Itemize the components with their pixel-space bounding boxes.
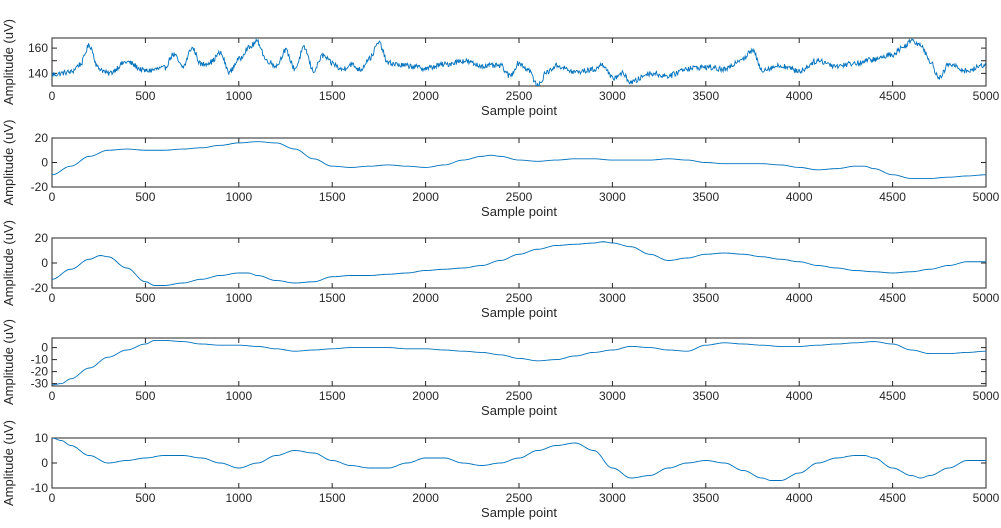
- axes-box: [51, 237, 987, 289]
- y-tick-label: 20: [35, 231, 49, 245]
- x-tick-label: 4000: [786, 491, 813, 505]
- x-tick-label: 5000: [973, 389, 1000, 403]
- x-tick-label: 3500: [692, 89, 719, 103]
- x-tick-label: 2500: [506, 89, 533, 103]
- x-tick-label: 0: [49, 389, 56, 403]
- y-axis-label: Amplitude (uV): [1, 420, 16, 506]
- x-tick-label: 1000: [225, 190, 252, 204]
- x-tick-label: 4500: [879, 291, 906, 305]
- y-axis-label: Amplitude (uV): [1, 19, 16, 105]
- x-tick-label: 1500: [319, 190, 346, 204]
- y-tick-label: 20: [35, 131, 49, 145]
- x-tick-label: 500: [135, 89, 155, 103]
- x-tick-label: 4500: [879, 491, 906, 505]
- axes-box: [51, 437, 987, 489]
- x-tick-label: 2000: [412, 291, 439, 305]
- x-tick-label: 4500: [879, 190, 906, 204]
- series-line: [52, 38, 986, 86]
- x-tick-label: 0: [49, 190, 56, 204]
- x-axis-label: Sample point: [481, 505, 557, 520]
- x-tick-label: 500: [135, 491, 155, 505]
- x-tick-label: 0: [49, 491, 56, 505]
- series-line: [52, 141, 986, 179]
- x-tick-label: 3000: [599, 89, 626, 103]
- x-tick-label: 2500: [506, 190, 533, 204]
- x-tick-label: 5000: [973, 291, 1000, 305]
- x-axis-label: Sample point: [481, 403, 557, 418]
- x-tick-label: 4000: [786, 89, 813, 103]
- axes-box: [51, 337, 987, 387]
- axes-box: [51, 37, 987, 87]
- x-axis-label: Sample point: [481, 103, 557, 118]
- x-tick-label: 500: [135, 190, 155, 204]
- x-tick-label: 2500: [506, 491, 533, 505]
- x-tick-label: 0: [49, 89, 56, 103]
- x-tick-label: 1500: [319, 491, 346, 505]
- x-tick-label: 2000: [412, 89, 439, 103]
- subplot-1: 0 500 1000 1500 2000 2500 3000 3500 4000 4500 5000…: [1, 19, 1000, 118]
- x-tick-label: 2500: [506, 389, 533, 403]
- x-tick-label: 4500: [879, 89, 906, 103]
- y-tick-label: 0: [41, 456, 48, 470]
- x-tick-label: 1000: [225, 291, 252, 305]
- x-tick-label: 4500: [879, 389, 906, 403]
- y-axis-label: Amplitude (uV): [1, 220, 16, 306]
- subplot-5: 0 500 1000 1500 2000 2500 3000 3500 4000 4500 5000…: [1, 420, 1000, 520]
- x-tick-label: 5000: [973, 89, 1000, 103]
- x-tick-label: 500: [135, 389, 155, 403]
- y-tick-label: 140: [28, 66, 48, 80]
- x-tick-label: 2000: [412, 491, 439, 505]
- subplot-2: 0 500 1000 1500 2000 2500 3000 3500 4000 4500 5000…: [1, 120, 1000, 219]
- x-tick-label: 1500: [319, 389, 346, 403]
- x-axis-label: Sample point: [481, 305, 557, 320]
- y-tick-label: -10: [31, 353, 49, 367]
- y-tick-label: -30: [31, 377, 49, 391]
- y-tick-label: 10: [35, 431, 49, 445]
- y-tick-label: 160: [28, 41, 48, 55]
- series-line: [52, 241, 986, 286]
- x-axis-label: Sample point: [481, 204, 557, 219]
- x-tick-label: 1000: [225, 89, 252, 103]
- x-tick-label: 1500: [319, 291, 346, 305]
- y-tick-label: 0: [41, 341, 48, 355]
- axes-box: [51, 137, 987, 188]
- x-tick-label: 5000: [973, 491, 1000, 505]
- x-tick-label: 1000: [225, 491, 252, 505]
- x-tick-label: 3500: [692, 190, 719, 204]
- x-tick-label: 3000: [599, 291, 626, 305]
- x-tick-label: 2000: [412, 389, 439, 403]
- x-tick-label: 3500: [692, 491, 719, 505]
- x-tick-label: 5000: [973, 190, 1000, 204]
- y-tick-label: 0: [41, 256, 48, 270]
- y-axis-label: Amplitude (uV): [1, 120, 16, 206]
- y-axis-label: Amplitude (uV): [1, 319, 16, 405]
- x-tick-label: 4000: [786, 190, 813, 204]
- series-line: [52, 438, 986, 481]
- x-tick-label: 4000: [786, 389, 813, 403]
- x-tick-label: 3000: [599, 190, 626, 204]
- x-tick-label: 3500: [692, 291, 719, 305]
- subplot-4: 0 500 1000 1500 2000 2500 3000 3500 4000 4500 5000…: [1, 319, 1000, 418]
- x-tick-label: 1000: [225, 389, 252, 403]
- y-tick-label: -20: [31, 180, 49, 194]
- x-tick-label: 4000: [786, 291, 813, 305]
- y-tick-label: -20: [31, 365, 49, 379]
- y-tick-label: -10: [31, 481, 49, 495]
- x-tick-label: 3000: [599, 491, 626, 505]
- x-tick-label: 1500: [319, 89, 346, 103]
- y-tick-label: 0: [41, 156, 48, 170]
- y-tick-label: -20: [31, 281, 49, 295]
- series-line: [52, 339, 986, 386]
- subplot-3: 0 500 1000 1500 2000 2500 3000 3500 4000 4500 5000…: [1, 220, 1000, 320]
- x-tick-label: 500: [135, 291, 155, 305]
- x-tick-label: 2000: [412, 190, 439, 204]
- x-tick-label: 3500: [692, 389, 719, 403]
- x-tick-label: 2500: [506, 291, 533, 305]
- x-tick-label: 3000: [599, 389, 626, 403]
- x-tick-label: 0: [49, 291, 56, 305]
